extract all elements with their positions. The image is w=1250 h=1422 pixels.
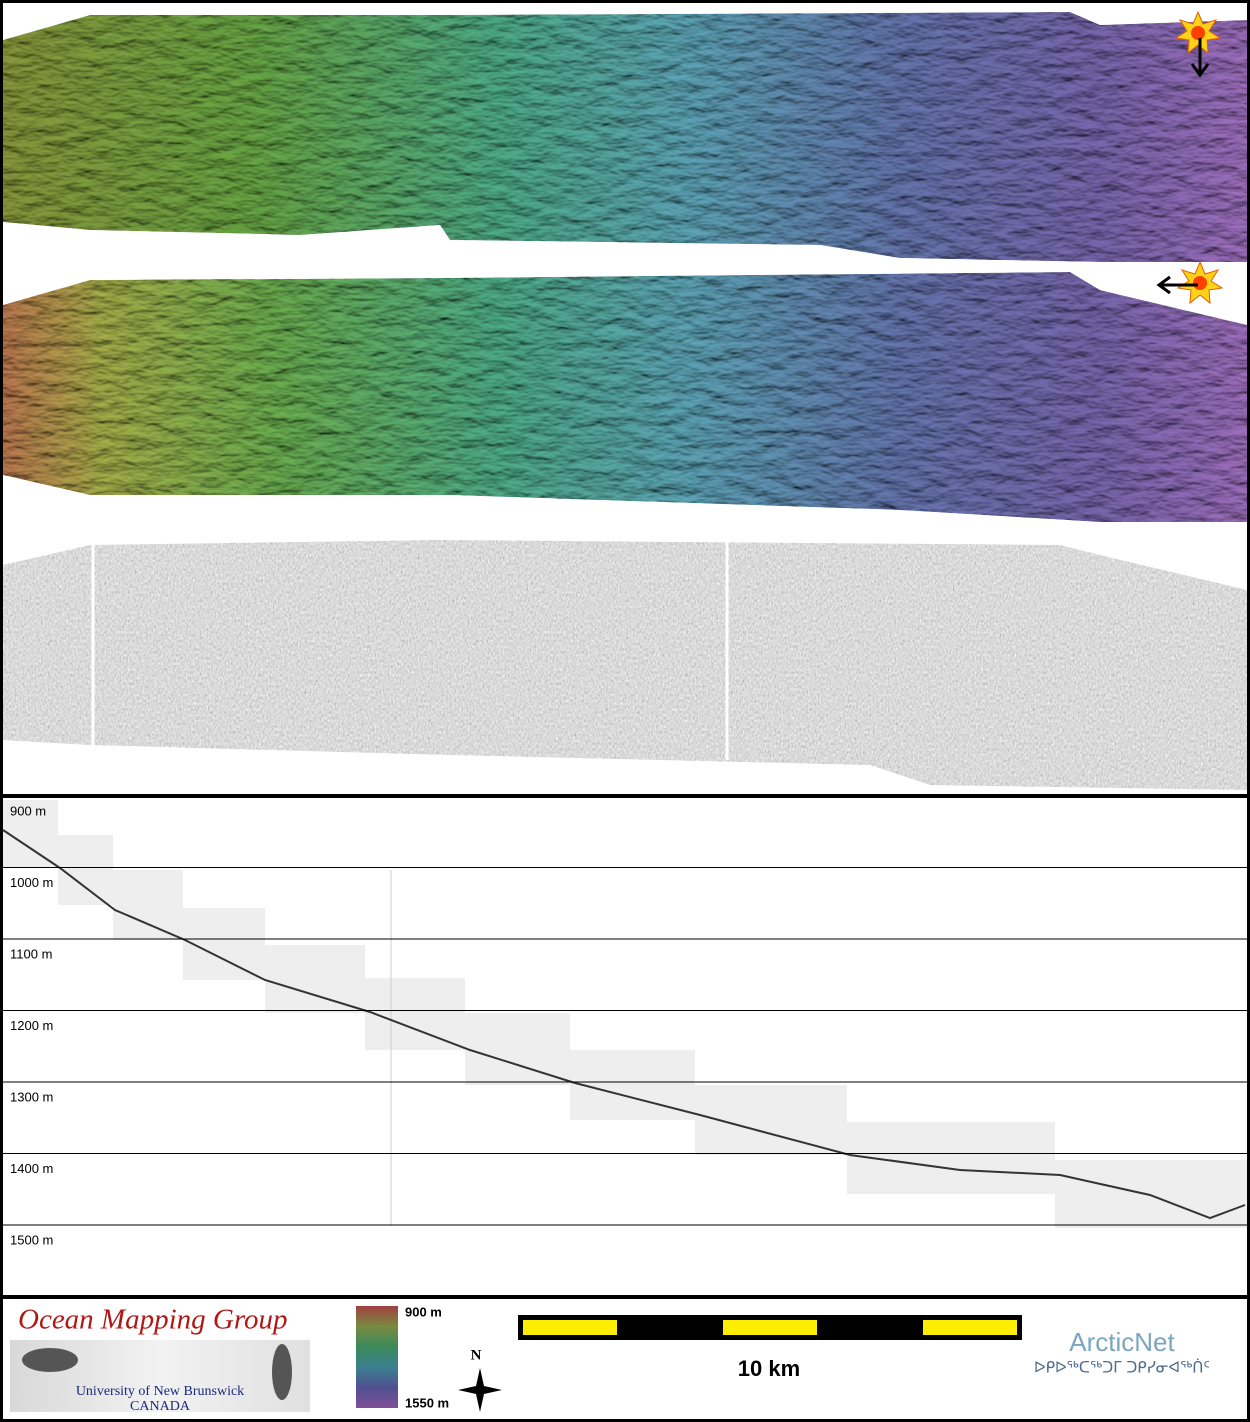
profile-blocks [3, 800, 1247, 1228]
logo-university: University of New Brunswick [76, 1384, 244, 1399]
north-arrow [458, 1368, 502, 1412]
sun-east [1156, 260, 1224, 305]
seafloor-trace [2, 829, 1246, 1220]
depth-label: 1200 m [10, 1018, 53, 1033]
depth-label: 900 m [10, 803, 46, 818]
colorbar-bottom-label: 1550 m [405, 1395, 449, 1410]
scale-label: 10 km [738, 1356, 800, 1381]
logo-image [22, 1348, 78, 1372]
north-label: N [471, 1347, 482, 1363]
partner-syllabics: ᐅᑭᐅᖅᑕᖅᑐᒥ ᑐᑭᓯᓂᐊᖅᑏᑦ [1034, 1359, 1210, 1377]
backscatter-swath [3, 540, 1247, 790]
sun-north [1174, 10, 1222, 78]
depth-label: 1400 m [10, 1161, 53, 1176]
depth-label: 1100 m [10, 946, 52, 961]
logo-country: CANADA [130, 1399, 191, 1414]
depth-grid: 900 m 1000 m 1100 m 1200 m 1300 m 1400 m 1500 … [3, 803, 1247, 1247]
partner-name: ArcticNet [1069, 1327, 1175, 1357]
depth-label: 1000 m [10, 875, 53, 890]
bathymetry-swath-east [3, 272, 1247, 522]
logo-image [272, 1344, 292, 1400]
colorbar-top-label: 900 m [405, 1304, 442, 1319]
bathymetry-swath-north [3, 12, 1247, 262]
depth-label: 1500 m [10, 1232, 53, 1247]
logo-title: Ocean Mapping Group [18, 1304, 288, 1336]
colorbar [356, 1306, 398, 1408]
depth-label: 1300 m [10, 1089, 53, 1104]
scale-bar [518, 1315, 1022, 1340]
